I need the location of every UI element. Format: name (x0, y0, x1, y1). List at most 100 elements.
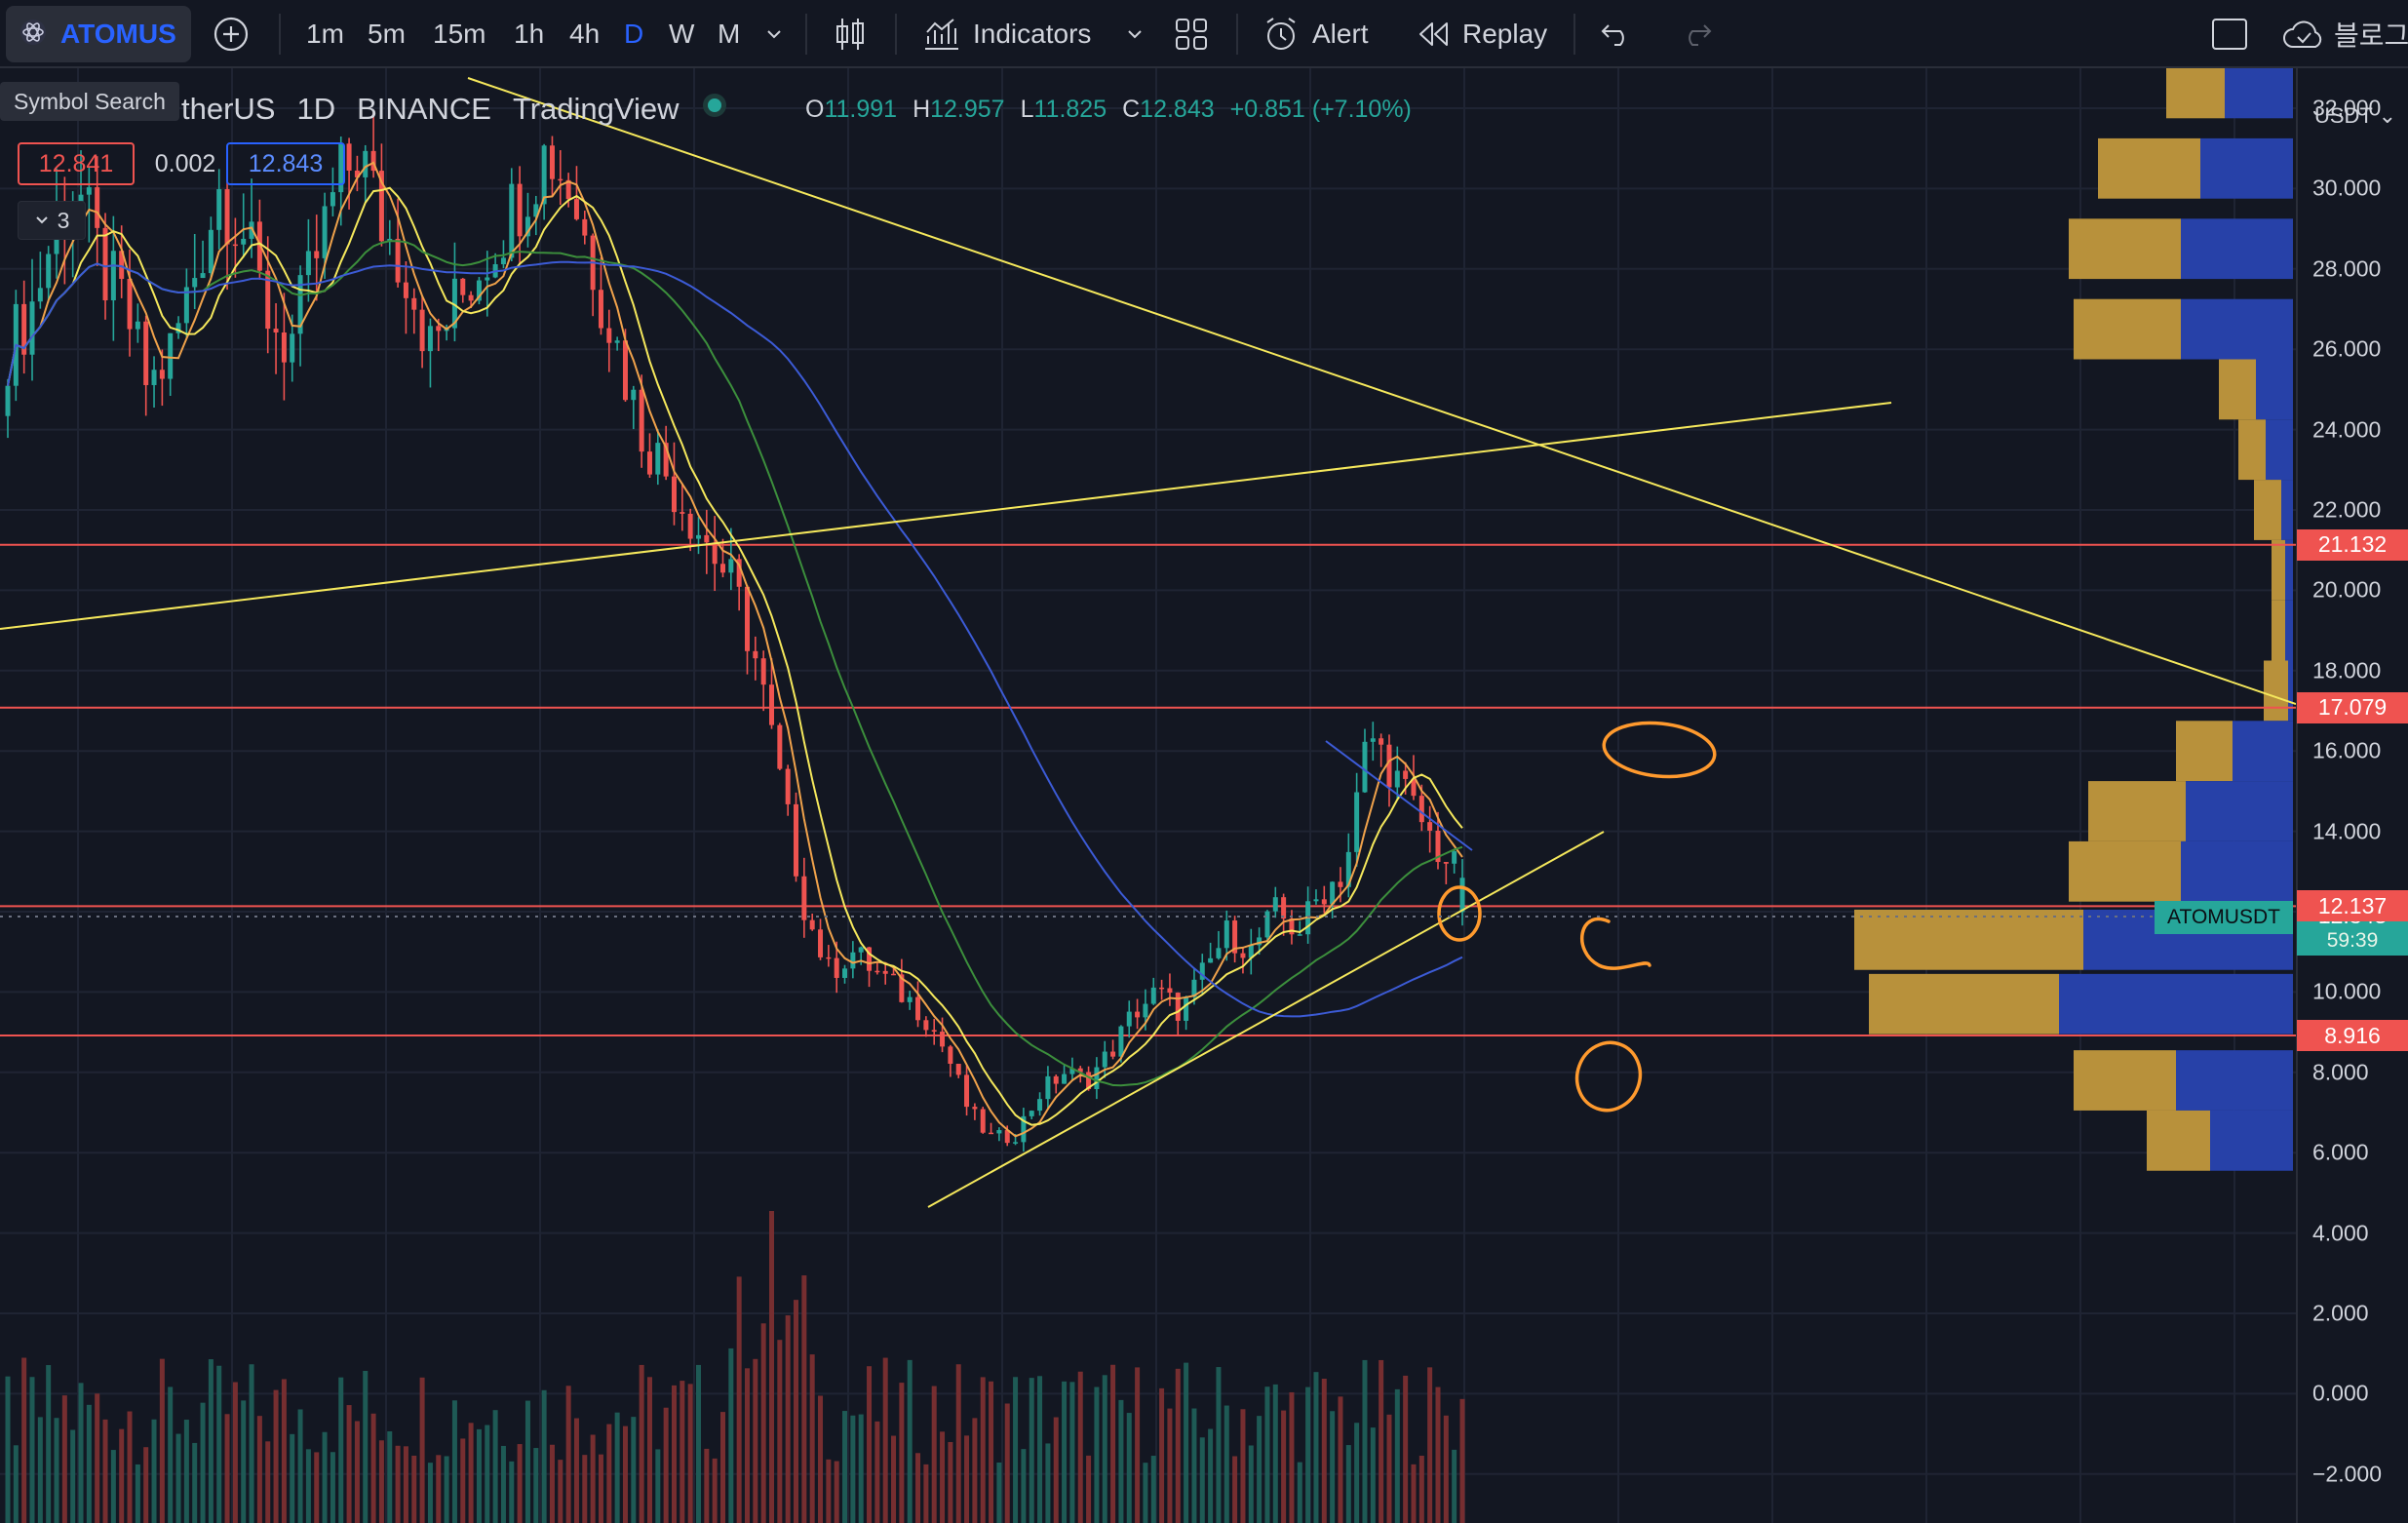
candlesticks (5, 110, 1465, 1152)
volume-bar (102, 1419, 108, 1523)
indicators-button[interactable]: Indicators (922, 0, 1091, 68)
volume-bar (728, 1347, 734, 1523)
volume-bar (1004, 1403, 1010, 1523)
timeframe-4h[interactable]: 4h (569, 19, 601, 49)
candle-body (622, 340, 628, 401)
publish-button[interactable]: 블로그 (2281, 0, 2408, 68)
candle-body (468, 294, 474, 301)
volume-bar (476, 1428, 482, 1523)
volume-bar (200, 1402, 206, 1523)
candle-body (818, 929, 824, 957)
candle-body (955, 1064, 961, 1075)
volume-bar (1077, 1371, 1083, 1523)
candle-body (208, 229, 214, 274)
sell-price-button[interactable]: 12.841 (18, 142, 135, 185)
fullscreen-button[interactable] (2211, 0, 2248, 68)
volume-bar (867, 1366, 873, 1523)
candle-body (663, 443, 669, 477)
candle-body (1184, 996, 1189, 1021)
undo-button[interactable] (1601, 0, 1634, 68)
timeframe-d[interactable]: D (624, 19, 644, 49)
scribble-mark (1580, 918, 1651, 970)
symbol-button[interactable]: ATOMUS (6, 6, 191, 62)
profile-bar-buy (2181, 218, 2293, 280)
candle-body (1208, 957, 1214, 963)
volume-bar (1362, 1359, 1368, 1523)
templates-dropdown[interactable] (1125, 0, 1145, 68)
volume-bar (1305, 1386, 1311, 1523)
volume-bar (1126, 1413, 1132, 1523)
timeframe-5m[interactable]: 5m (368, 19, 406, 49)
indicators-icon (922, 17, 961, 52)
volume-bar (281, 1379, 287, 1523)
buy-price-button[interactable]: 12.843 (226, 142, 345, 185)
candle-body (102, 227, 108, 301)
candle-body (1013, 1142, 1019, 1144)
candle-body (964, 1074, 970, 1108)
candle-body (1199, 962, 1205, 980)
descending-trendline (467, 77, 2296, 705)
candle-body (1435, 830, 1441, 863)
candle-body (1411, 778, 1417, 797)
candle-body (1313, 899, 1319, 902)
timeframe-dropdown[interactable] (764, 0, 784, 68)
chart-grid (0, 68, 2296, 1523)
volume-bar (95, 1393, 100, 1523)
timeframe-w[interactable]: W (669, 19, 695, 49)
layout-button[interactable] (1174, 0, 1209, 68)
candle-body (119, 251, 125, 280)
change-value: +0.851 (+7.10%) (1229, 96, 1412, 123)
volume-bar (948, 1441, 953, 1523)
candle-body (37, 288, 43, 302)
timeframe-15m[interactable]: 15m (433, 19, 486, 49)
chevron-down-icon (764, 24, 784, 44)
candle-body (232, 244, 238, 247)
price-tick: 6.000 (2312, 1139, 2369, 1165)
cloud-icon (2281, 18, 2326, 51)
volume-bar (224, 1414, 230, 1523)
volume-bar (159, 1358, 165, 1523)
volume-bar (1053, 1417, 1059, 1523)
level-price-label: 17.079 (2297, 691, 2408, 723)
volume-bar (5, 1376, 11, 1523)
currency-selector[interactable]: USDT ⌄ (2313, 103, 2396, 128)
profile-bar-sell (2272, 539, 2285, 601)
profile-bar-buy (2059, 973, 2293, 1035)
candle-body (614, 340, 620, 343)
volume-bar (590, 1434, 596, 1523)
price-axis[interactable]: USDT ⌄ (2296, 68, 2408, 1523)
price-chart[interactable] (0, 68, 2296, 1523)
volume-bar (858, 1414, 864, 1523)
candle-body (363, 150, 369, 177)
volume-bar (151, 1419, 157, 1523)
add-symbol-button[interactable] (213, 0, 250, 68)
alert-button[interactable]: Alert (1262, 0, 1369, 68)
market-status-icon[interactable] (701, 92, 728, 127)
profile-bar-buy (2200, 137, 2293, 199)
candle-body (1021, 1115, 1027, 1143)
candle-body (1297, 934, 1302, 936)
volume-bar (842, 1411, 848, 1523)
candle-body (216, 189, 222, 230)
candle-body (1150, 987, 1156, 1004)
redo-button[interactable] (1679, 0, 1712, 68)
replay-button[interactable]: Replay (1416, 0, 1547, 68)
volume-bar (1281, 1410, 1287, 1523)
timeframe-1h[interactable]: 1h (514, 19, 545, 49)
volume-bar (964, 1435, 970, 1523)
volume-bar (1394, 1388, 1400, 1523)
price-tick: 18.000 (2312, 657, 2382, 683)
candle-body (297, 275, 303, 334)
chart-type-button[interactable] (833, 0, 868, 68)
collapse-indicators-button[interactable]: 3 (18, 201, 86, 240)
candle-body (606, 328, 612, 343)
volume-bar (1175, 1368, 1181, 1523)
profile-bar-sell (2098, 137, 2200, 199)
candle-body (891, 973, 897, 976)
volume-bar (216, 1365, 222, 1523)
spread-value: 0.002 (154, 149, 216, 177)
timeframe-1m[interactable]: 1m (306, 19, 344, 49)
timeframe-m[interactable]: M (718, 19, 741, 49)
profile-bar-buy (2181, 298, 2293, 360)
volume-bar (1037, 1376, 1043, 1523)
